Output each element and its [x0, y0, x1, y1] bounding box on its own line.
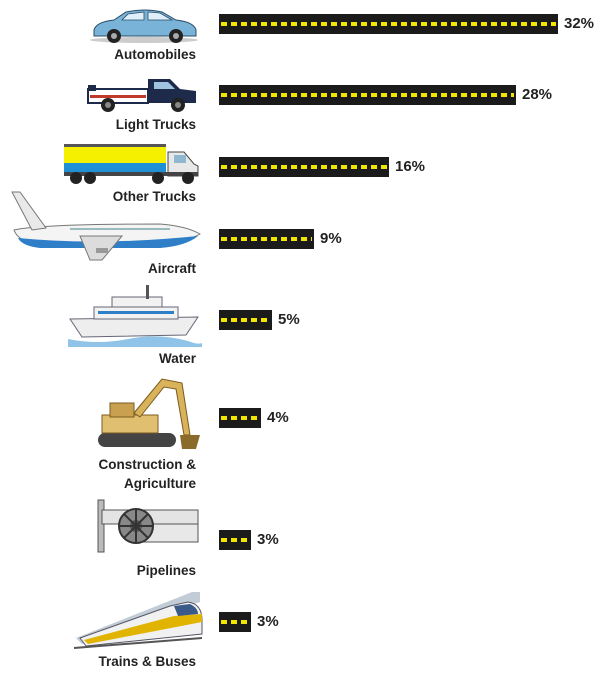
value-label: 9%: [320, 230, 342, 247]
bar: [219, 310, 272, 330]
value-label: 4%: [267, 409, 289, 426]
bar: [219, 229, 314, 249]
category-label: Light Trucks: [115, 117, 196, 132]
value-label: 5%: [278, 311, 300, 328]
category-label: Pipelines: [136, 563, 196, 578]
bar-lane-markings: [221, 22, 556, 26]
pickup-truck-icon: [87, 79, 196, 112]
airplane-icon: [11, 191, 202, 261]
category-label: Water: [158, 351, 196, 366]
car-icon: [90, 9, 198, 43]
bar: [219, 14, 558, 34]
bar: [219, 530, 251, 550]
category-label: Aircraft: [147, 261, 196, 276]
bar-lane-markings: [221, 416, 259, 420]
value-label: 3%: [257, 613, 279, 630]
excavator-icon: [98, 378, 200, 449]
bar-lane-markings: [221, 93, 514, 97]
category-label: Automobiles: [114, 47, 196, 62]
category-label: Construction &: [98, 457, 197, 472]
category-label: Agriculture: [123, 476, 196, 491]
bar-lane-markings: [221, 165, 387, 169]
bar-lane-markings: [221, 237, 312, 241]
bar: [219, 157, 389, 177]
ship-icon: [68, 285, 202, 347]
train-icon: [73, 592, 203, 649]
pipeline-icon: [97, 499, 199, 553]
semi-truck-icon: [64, 144, 199, 184]
value-label: 28%: [522, 86, 553, 103]
bar: [219, 85, 516, 105]
bar: [219, 612, 251, 632]
bar: [219, 408, 261, 428]
value-label: 32%: [564, 15, 595, 32]
value-label: 3%: [257, 531, 279, 548]
bar-lane-markings: [221, 318, 270, 322]
category-label: Trains & Buses: [98, 654, 196, 669]
value-label: 16%: [395, 158, 426, 175]
bar-lane-markings: [221, 538, 249, 542]
bar-lane-markings: [221, 620, 249, 624]
category-label: Other Trucks: [112, 189, 196, 204]
